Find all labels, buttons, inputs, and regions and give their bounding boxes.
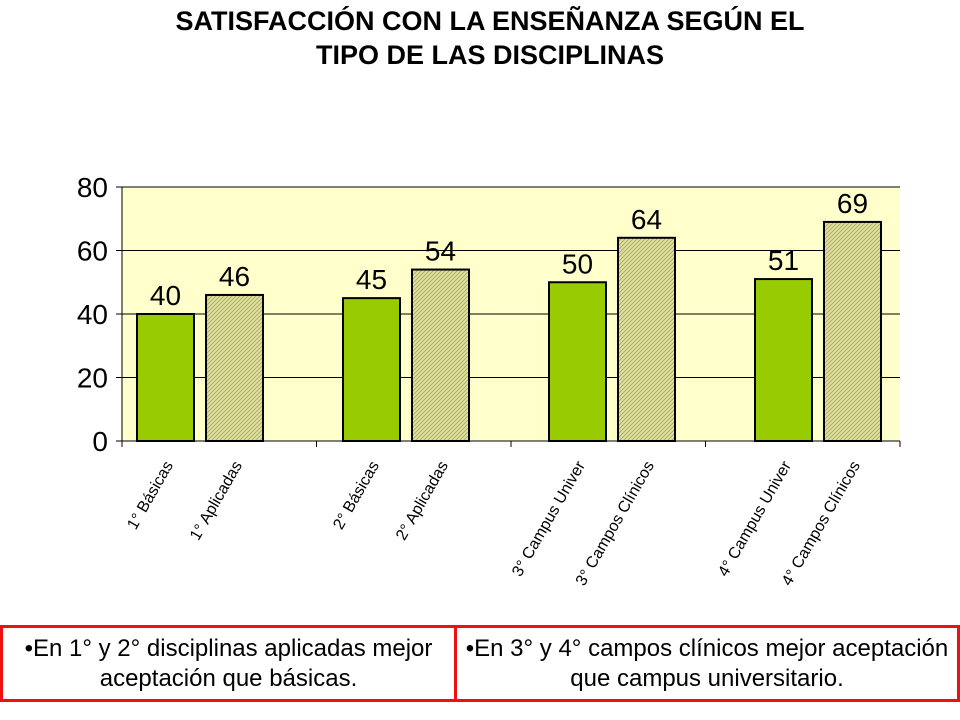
notes-row: •En 1° y 2° disciplinas aplicadas mejor … (0, 625, 960, 702)
y-tick-label: 0 (92, 426, 108, 457)
chart-title-line-2: TIPO DE LAS DISCIPLINAS (315, 40, 665, 70)
y-tick-label: 20 (77, 363, 108, 394)
bar-solid (548, 281, 607, 442)
x-tick-label: 4° Campos Clínicos (779, 459, 864, 589)
bar-hatched (411, 268, 470, 442)
bar-chart: 0 20 40 60 80 40 1° Básicas 46 1° Aplicadas 45 2° … (77, 172, 901, 589)
bar-solid (342, 297, 401, 442)
data-label: 54 (425, 236, 456, 267)
x-tick-label: 3° Campos Clínicos (573, 459, 658, 589)
y-tick-label: 60 (77, 236, 108, 267)
bar-solid (754, 278, 813, 443)
data-label: 40 (150, 280, 181, 311)
x-tick-label: 1° Aplicadas (187, 459, 246, 544)
chart-title: SATISFACCIÓN CON LA ENSEÑANZA SEGÚN EL T… (0, 4, 960, 72)
data-label: 45 (356, 264, 387, 295)
x-tick-label: 2° Básicas (330, 459, 383, 533)
x-tick-label: 3° Campus Univer (509, 458, 589, 580)
data-label: 69 (837, 188, 868, 219)
data-label: 50 (562, 248, 593, 279)
bar-hatched (205, 293, 264, 443)
y-tick-label: 40 (77, 299, 108, 330)
x-tick-label: 4° Campus Univer (715, 458, 795, 580)
data-label: 51 (768, 245, 799, 276)
x-tick-label: 2° Aplicadas (393, 459, 452, 544)
chart-title-line-1: SATISFACCIÓN CON LA ENSEÑANZA SEGÚN EL (175, 6, 805, 36)
bar-hatched (617, 236, 676, 442)
data-label: 64 (631, 204, 662, 235)
y-tick-label: 80 (77, 172, 108, 203)
bar-hatched (823, 220, 882, 442)
x-tick-label: 1° Básicas (124, 459, 177, 533)
note-right: •En 3° y 4° campos clínicos mejor acepta… (457, 625, 960, 702)
data-label: 46 (219, 261, 250, 292)
note-left: •En 1° y 2° disciplinas aplicadas mejor … (0, 625, 457, 702)
bar-solid (136, 313, 195, 442)
